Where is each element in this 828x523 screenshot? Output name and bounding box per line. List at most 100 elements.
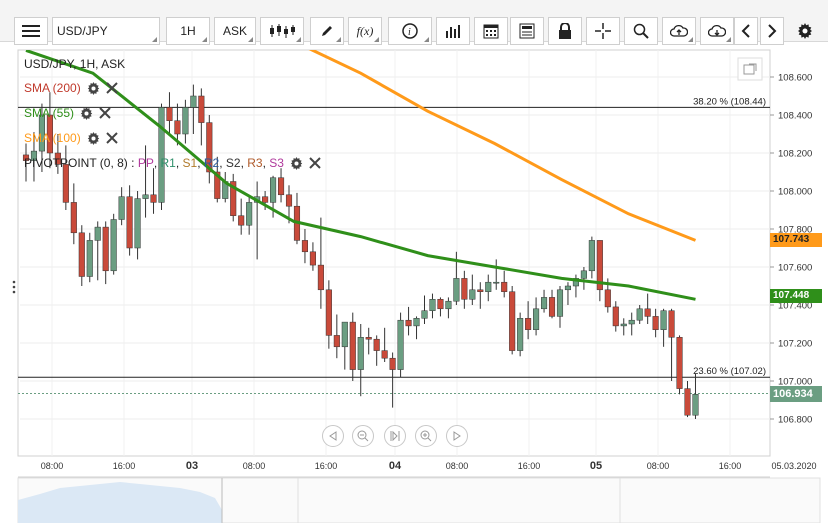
time-tick-label: 05 [590, 460, 602, 472]
candle-bull [110, 219, 117, 272]
close-icon[interactable] [309, 156, 321, 169]
navigator-area [18, 482, 222, 523]
nav-back-button[interactable] [322, 425, 344, 447]
candle-bull [660, 310, 667, 330]
candle-bear [126, 196, 133, 249]
reset-view-button[interactable] [384, 425, 406, 447]
candle-bull [421, 310, 428, 319]
candle-bear [644, 308, 651, 317]
candle-bear [285, 194, 293, 207]
lock-button[interactable] [548, 17, 582, 45]
candle-bull [564, 285, 572, 291]
nav-forward-button[interactable] [446, 425, 468, 447]
gear-icon[interactable] [290, 156, 303, 170]
sma55-line [25, 50, 696, 301]
dropdown-corner-icon [152, 37, 157, 42]
chart-type-button[interactable] [260, 17, 304, 45]
candle-bull [158, 107, 165, 203]
sma100-line [308, 50, 697, 242]
candle-bull [429, 299, 436, 311]
triangle-right-icon [453, 431, 461, 441]
pivot-comma: , [262, 156, 270, 170]
candle-bull [190, 95, 197, 108]
candle-bear [301, 240, 308, 253]
gear-icon[interactable] [80, 106, 93, 120]
popout-icon[interactable] [737, 57, 763, 81]
candle-bear [501, 281, 508, 292]
candle-bear [54, 152, 61, 165]
zoom-out-button[interactable] [352, 425, 374, 447]
time-tick-label: 05.03.2020 [771, 461, 816, 471]
upload-button[interactable] [662, 17, 696, 45]
timeframe-selector[interactable]: 1H [166, 17, 210, 45]
zoom-button[interactable] [624, 17, 658, 45]
zoom-in-icon [420, 430, 432, 442]
fib-38-label: 38.20 % (108.44) [693, 96, 766, 107]
crosshair-button[interactable] [586, 17, 620, 45]
pivot-comma: , [153, 156, 161, 170]
drawing-tool-button[interactable] [310, 17, 344, 45]
dropdown-corner-icon [374, 37, 379, 42]
news-button[interactable] [510, 17, 544, 45]
candle-bull [118, 196, 125, 220]
candle-bull [397, 319, 404, 370]
sma100-label[interactable]: SMA (100) [24, 131, 81, 145]
dropdown-corner-icon [688, 37, 693, 42]
pivot-comma: , [219, 156, 226, 170]
sma55-label[interactable]: SMA (55) [24, 106, 75, 120]
pivot-s1: S1 [182, 156, 198, 170]
candle-bear [78, 232, 85, 277]
candle-bear [684, 388, 691, 416]
pivot-label[interactable]: PIVOTPOINT (0, 8) [24, 156, 128, 170]
time-tick-label: 08:00 [41, 461, 64, 471]
candlestick-icon [270, 24, 295, 38]
svg-text:i: i [408, 27, 411, 38]
calendar-button[interactable] [474, 17, 508, 45]
candle-bear [206, 122, 213, 173]
dropdown-corner-icon [296, 37, 301, 42]
close-icon[interactable] [99, 106, 111, 119]
indicators-button[interactable]: f(x) [348, 17, 382, 45]
close-icon[interactable] [105, 81, 118, 94]
candle-bull [94, 226, 101, 241]
price-tick-label: 107.800 [778, 225, 812, 236]
symbol-selector[interactable]: USD/JPY [52, 17, 160, 45]
volume-button[interactable] [436, 17, 470, 45]
menu-button[interactable] [14, 17, 48, 45]
price-axis: 108.600 108.400 108.200 108.000 107.800 107.6… [770, 73, 812, 426]
gear-icon[interactable] [87, 81, 100, 95]
candle-bear [437, 299, 444, 310]
info-button[interactable]: i [388, 17, 432, 45]
candle-bull [182, 107, 189, 135]
settings-button[interactable] [790, 17, 820, 45]
sma200-label[interactable]: SMA (200) [24, 81, 81, 95]
news-icon [519, 23, 535, 39]
time-tick-label: 08:00 [243, 461, 266, 471]
candle-bear [198, 95, 205, 123]
time-tick-label: 08:00 [647, 461, 670, 471]
legend-pivot-row: PIVOTPOINT (0, 8) : PP, R1, S1, R2, S2, … [24, 155, 321, 171]
candle-bear [309, 251, 316, 266]
scroll-right-button[interactable] [760, 17, 784, 45]
zoom-in-button[interactable] [415, 425, 437, 447]
scroll-left-button[interactable] [734, 17, 758, 45]
download-button[interactable] [700, 17, 734, 45]
chevron-left-icon [741, 24, 750, 38]
dropdown-corner-icon [726, 37, 731, 42]
candle-bull [469, 289, 476, 300]
last-price-tag: 106.934 [770, 385, 822, 402]
candle-bull [357, 337, 364, 370]
close-icon[interactable] [105, 131, 118, 144]
price-side-selector[interactable]: ASK [214, 17, 256, 45]
candle-bull [485, 281, 492, 292]
legend-sma200-row: SMA (200) [24, 80, 118, 96]
pivot-comma: , [240, 156, 248, 170]
candle-bear [509, 291, 516, 351]
candle-bear [349, 321, 356, 370]
drag-handle-icon[interactable] [12, 280, 16, 294]
candle-bear [596, 240, 603, 291]
gear-icon[interactable] [87, 131, 100, 145]
price-side-label: ASK [222, 24, 247, 38]
pencil-icon [322, 26, 332, 36]
